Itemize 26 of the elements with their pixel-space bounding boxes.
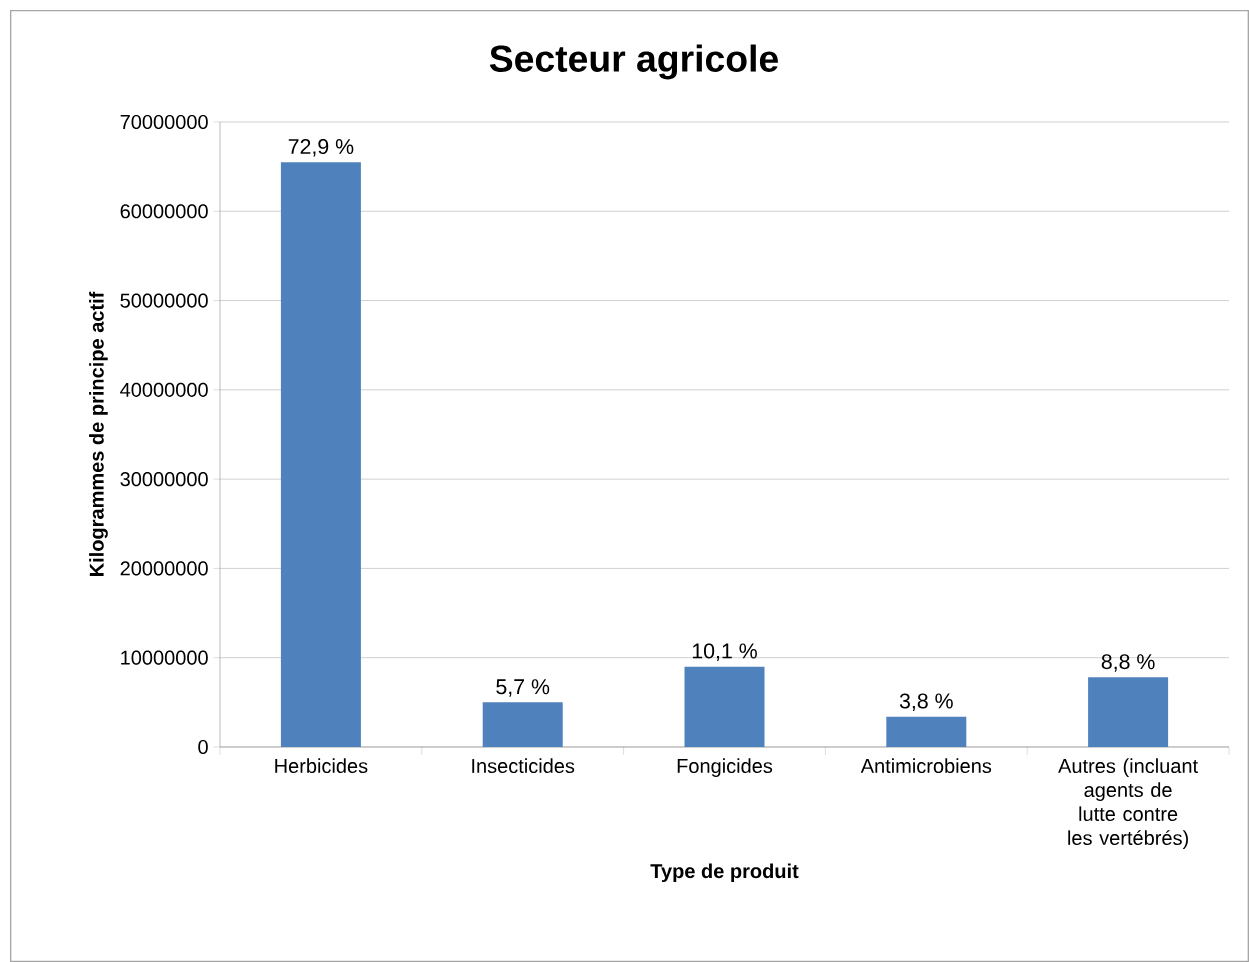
annotation: 10,1 % [692,643,757,662]
bar [1088,677,1169,747]
annotation: 5,7 % [496,679,550,697]
bar [280,162,361,747]
x-tick-label: Autres (incluant agents de lutte contre les vertébrés) [1058,758,1198,849]
x-tick-label: Antimicrobiens [860,758,992,774]
annotation: 8,8 % [1101,654,1155,672]
x-tick-label: Fongicides [677,758,773,777]
y-tick-label: 10000000 [121,650,208,665]
y-tick-label: 20000000 [120,561,208,576]
y-tick-label: 60000000 [120,204,208,219]
x-tick-label: Insecticides [472,758,575,774]
y-tick-label: 50000000 [120,293,208,308]
y-axis-title: Kilogrammes de principe actif [89,291,108,576]
annotation: 3,8 % [899,693,953,712]
bar [886,716,967,747]
y-tick-label: 0 [198,739,208,755]
x-axis-title: Type de produit [650,863,799,883]
bar [684,666,765,747]
y-tick-label: 30000000 [120,472,208,487]
annotation: 72,9 % [288,138,354,157]
y-tick-label: 40000000 [120,382,208,397]
chart-title: Secteur agricole [489,44,778,80]
bar [482,702,563,747]
y-tick-label: 70000000 [120,114,208,130]
x-tick-label: Herbicides [275,758,368,774]
